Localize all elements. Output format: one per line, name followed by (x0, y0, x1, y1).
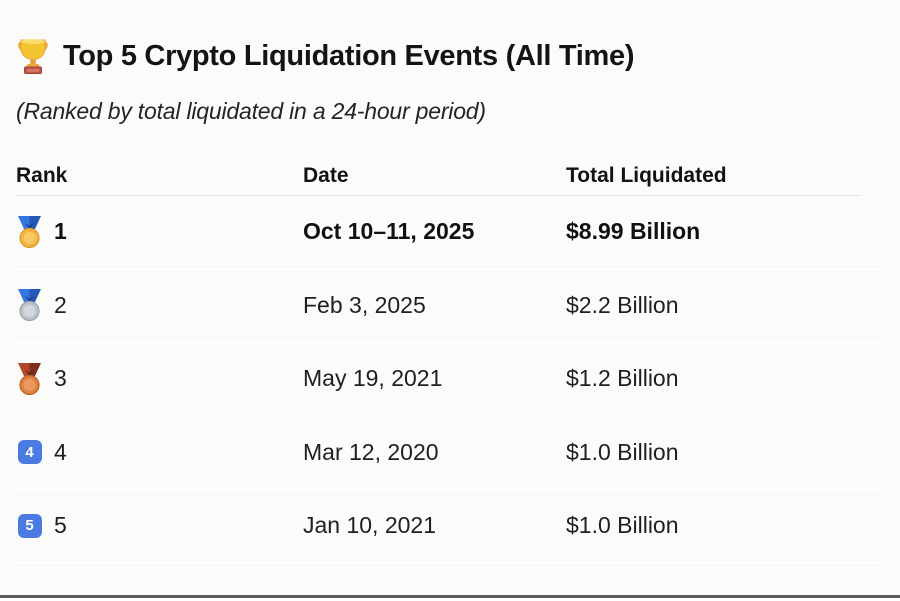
table-row: 2 Feb 3, 2025 $2.2 Billion (16, 270, 884, 343)
rank-value: 5 (54, 512, 67, 539)
trophy-icon (16, 37, 50, 75)
blue-keycap-5-icon: 5 (16, 509, 43, 543)
table-row: 3 May 19, 2021 $1.2 Billion (16, 343, 884, 417)
window-edge-line (0, 595, 900, 598)
header-divider (16, 195, 862, 196)
date-value: Feb 3, 2025 (303, 291, 426, 318)
page-subtitle: (Ranked by total liquidated in a 24-hour… (16, 98, 486, 124)
rank-value: 1 (54, 218, 67, 245)
date-value: Mar 12, 2020 (303, 438, 439, 465)
page-header: Top 5 Crypto Liquidation Events (All Tim… (16, 0, 884, 78)
table-header-row: Rank Date Total Liquidated (16, 157, 884, 195)
date-value: Oct 10–11, 2025 (303, 218, 475, 245)
silver-medal-icon (16, 288, 43, 322)
page-title: Top 5 Crypto Liquidation Events (All Tim… (63, 39, 635, 72)
rank-value: 4 (54, 438, 67, 465)
rank-value: 2 (54, 291, 67, 318)
total-liquidated-value: $8.99 Billion (566, 218, 701, 245)
total-liquidated-value: $1.0 Billion (566, 512, 679, 539)
table-row: 4 4 Mar 12, 2020 $1.0 Billion (16, 417, 884, 490)
gold-medal-icon (16, 215, 43, 249)
rank-value: 3 (54, 365, 67, 392)
total-liquidated-value: $1.2 Billion (566, 365, 679, 392)
bottom-strip (0, 598, 900, 601)
total-liquidated-value: $2.2 Billion (566, 291, 679, 318)
blue-keycap-4-icon: 4 (16, 435, 43, 469)
table-row: 1 Oct 10–11, 2025 $8.99 Billion (16, 196, 884, 270)
column-header-rank: Rank (16, 164, 68, 187)
date-value: Jan 10, 2021 (303, 512, 437, 539)
column-header-total-liquidated: Total Liquidated (566, 164, 727, 187)
column-header-date: Date (303, 164, 349, 187)
table-row: 5 5 Jan 10, 2021 $1.0 Billion (16, 490, 884, 564)
date-value: May 19, 2021 (303, 365, 443, 392)
bronze-medal-icon (16, 362, 43, 396)
total-liquidated-value: $1.0 Billion (566, 438, 679, 465)
